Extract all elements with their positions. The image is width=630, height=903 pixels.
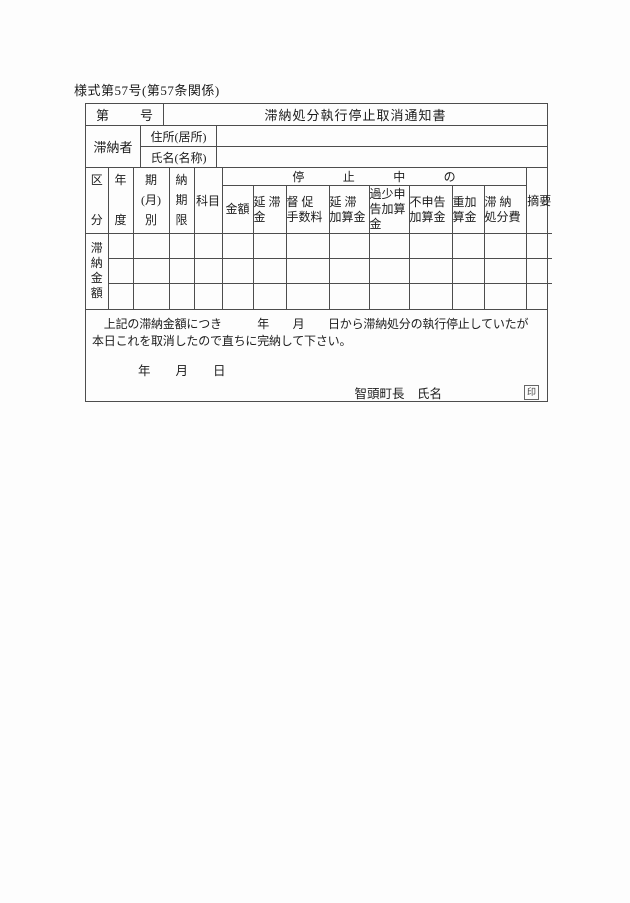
col-header-heavy-surcharge: 重加 算金: [451, 185, 485, 234]
address-label: 住所(居所): [141, 126, 216, 147]
data-cell: [525, 258, 553, 284]
data-cell: [221, 258, 254, 284]
data-cell: [252, 283, 287, 309]
arrears-table: 区 分 年 度 期 (月) 別: [85, 167, 553, 309]
mayor-signature: 智頭町長 氏名: [354, 386, 442, 401]
data-cell: [285, 233, 330, 259]
col-header-period-char: 期: [144, 173, 157, 187]
data-cell: [483, 258, 527, 284]
col-header-category-char: 分: [90, 213, 103, 227]
data-cell: [285, 283, 330, 309]
data-cell: [451, 233, 485, 259]
data-cell: [107, 233, 134, 259]
notice-form: 第 号 滞納処分執行停止取消通知書 滞納者 住所(居所) 氏名(名称): [85, 103, 553, 402]
table-row: 滞納 金額: [85, 233, 553, 309]
header-row-top: 区 分 年 度 期 (月) 別: [85, 167, 553, 234]
data-cell: [368, 233, 410, 259]
col-header-demand-fee: 督 促 手数料: [285, 185, 330, 234]
data-cell: [107, 258, 134, 284]
data-cell: [168, 233, 195, 259]
col-header-period: 期 (月) 別: [132, 167, 170, 234]
col-header-fiscal-year-char: 年: [114, 173, 127, 187]
data-cell: [168, 283, 195, 309]
data-cell: [368, 258, 410, 284]
col-header-late-fee: 延 滞 金: [252, 185, 287, 234]
col-header-period-char: 別: [144, 213, 157, 227]
data-cell: [328, 258, 370, 284]
signature-line: 智頭町長 氏名 印: [86, 383, 547, 402]
data-cell: [193, 283, 223, 309]
date-line: 年 月 日: [138, 363, 226, 378]
taxpayer-field-labels: 住所(居所) 氏名(名称): [141, 126, 217, 167]
data-cell: [328, 233, 370, 259]
data-cell: [252, 258, 287, 284]
data-cell: [285, 258, 330, 284]
col-header-late-surcharge: 延 滞 加算金: [328, 185, 370, 234]
header-row-sub: 金額 延 滞 金 督 促 手数料 延 滞 加算金 過少申 告加算 金 不申告 加…: [86, 185, 552, 234]
name-label: 氏名(名称): [150, 150, 207, 165]
seal-mark: 印: [524, 384, 539, 400]
data-cell: [193, 233, 223, 259]
data-cell: [408, 283, 453, 309]
document-title: 滞納処分執行停止取消通知書: [264, 108, 447, 123]
col-header-disposition-cost: 滞 納 処分費: [483, 185, 527, 234]
col-group-header-suspended: 停止中の: [221, 167, 527, 186]
col-header-category: 区 分: [85, 167, 109, 234]
data-cell: [221, 283, 254, 309]
data-cell: [132, 233, 170, 259]
data-cell: [408, 233, 453, 259]
data-cell: [525, 233, 553, 259]
title-row: 第 号 滞納処分執行停止取消通知書: [86, 104, 547, 126]
data-cell: [451, 258, 485, 284]
taxpayer-label: 滞納者: [86, 126, 141, 167]
notice-section: 上記の滞納金額につき 年 月 日から滞納処分の執行停止していたが 本日これを取消…: [86, 308, 547, 402]
name-value-cell: [217, 147, 547, 167]
doc-number-cell: 第 号: [86, 104, 164, 125]
col-header-nonreport-surcharge: 不申告 加算金: [408, 185, 453, 234]
col-header-remarks: 摘要: [525, 167, 553, 234]
data-cell: [328, 283, 370, 309]
data-cell: [451, 283, 485, 309]
seal-character: 印: [526, 386, 536, 397]
col-header-category-char: 区: [90, 173, 103, 187]
data-cell: [408, 258, 453, 284]
col-header-due-date: 納 期 限: [168, 167, 195, 234]
taxpayer-field-values: [217, 126, 547, 167]
row-label-arrears-amount: 滞納 金額: [85, 233, 109, 309]
address-value-cell: [217, 126, 547, 147]
doc-number-suffix: 号: [139, 108, 153, 123]
col-header-fiscal-year: 年 度: [107, 167, 134, 234]
data-cell: [168, 258, 195, 284]
col-header-due-date-char: 限: [175, 213, 188, 227]
col-header-tax-item: 科目: [193, 167, 223, 234]
col-header-amount: 金額: [221, 185, 254, 234]
data-cell: [107, 283, 134, 309]
data-cell: [132, 283, 170, 309]
data-cell: [132, 258, 170, 284]
data-cell: [483, 283, 527, 309]
col-header-due-date-char: 納: [175, 173, 188, 187]
col-header-period-char: (月): [141, 193, 161, 207]
table-row: [86, 283, 553, 309]
data-cell: [483, 233, 527, 259]
taxpayer-block: 滞納者 住所(居所) 氏名(名称): [86, 126, 547, 168]
notice-body: 上記の滞納金額につき 年 月 日から滞納処分の執行停止していたが 本日これを取消…: [92, 316, 529, 348]
data-cell: [193, 258, 223, 284]
form-number-label: 様式第57号(第57条関係): [74, 83, 220, 98]
data-cell: [525, 283, 553, 309]
col-header-underreport-surcharge: 過少申 告加算 金: [368, 185, 410, 234]
col-header-fiscal-year-char: 度: [114, 213, 127, 227]
data-cell: [252, 233, 287, 259]
data-cell: [221, 233, 254, 259]
col-header-due-date-char: 期: [175, 193, 188, 207]
doc-number-prefix: 第: [96, 108, 110, 123]
table-row: [86, 258, 553, 284]
data-cell: [368, 283, 410, 309]
